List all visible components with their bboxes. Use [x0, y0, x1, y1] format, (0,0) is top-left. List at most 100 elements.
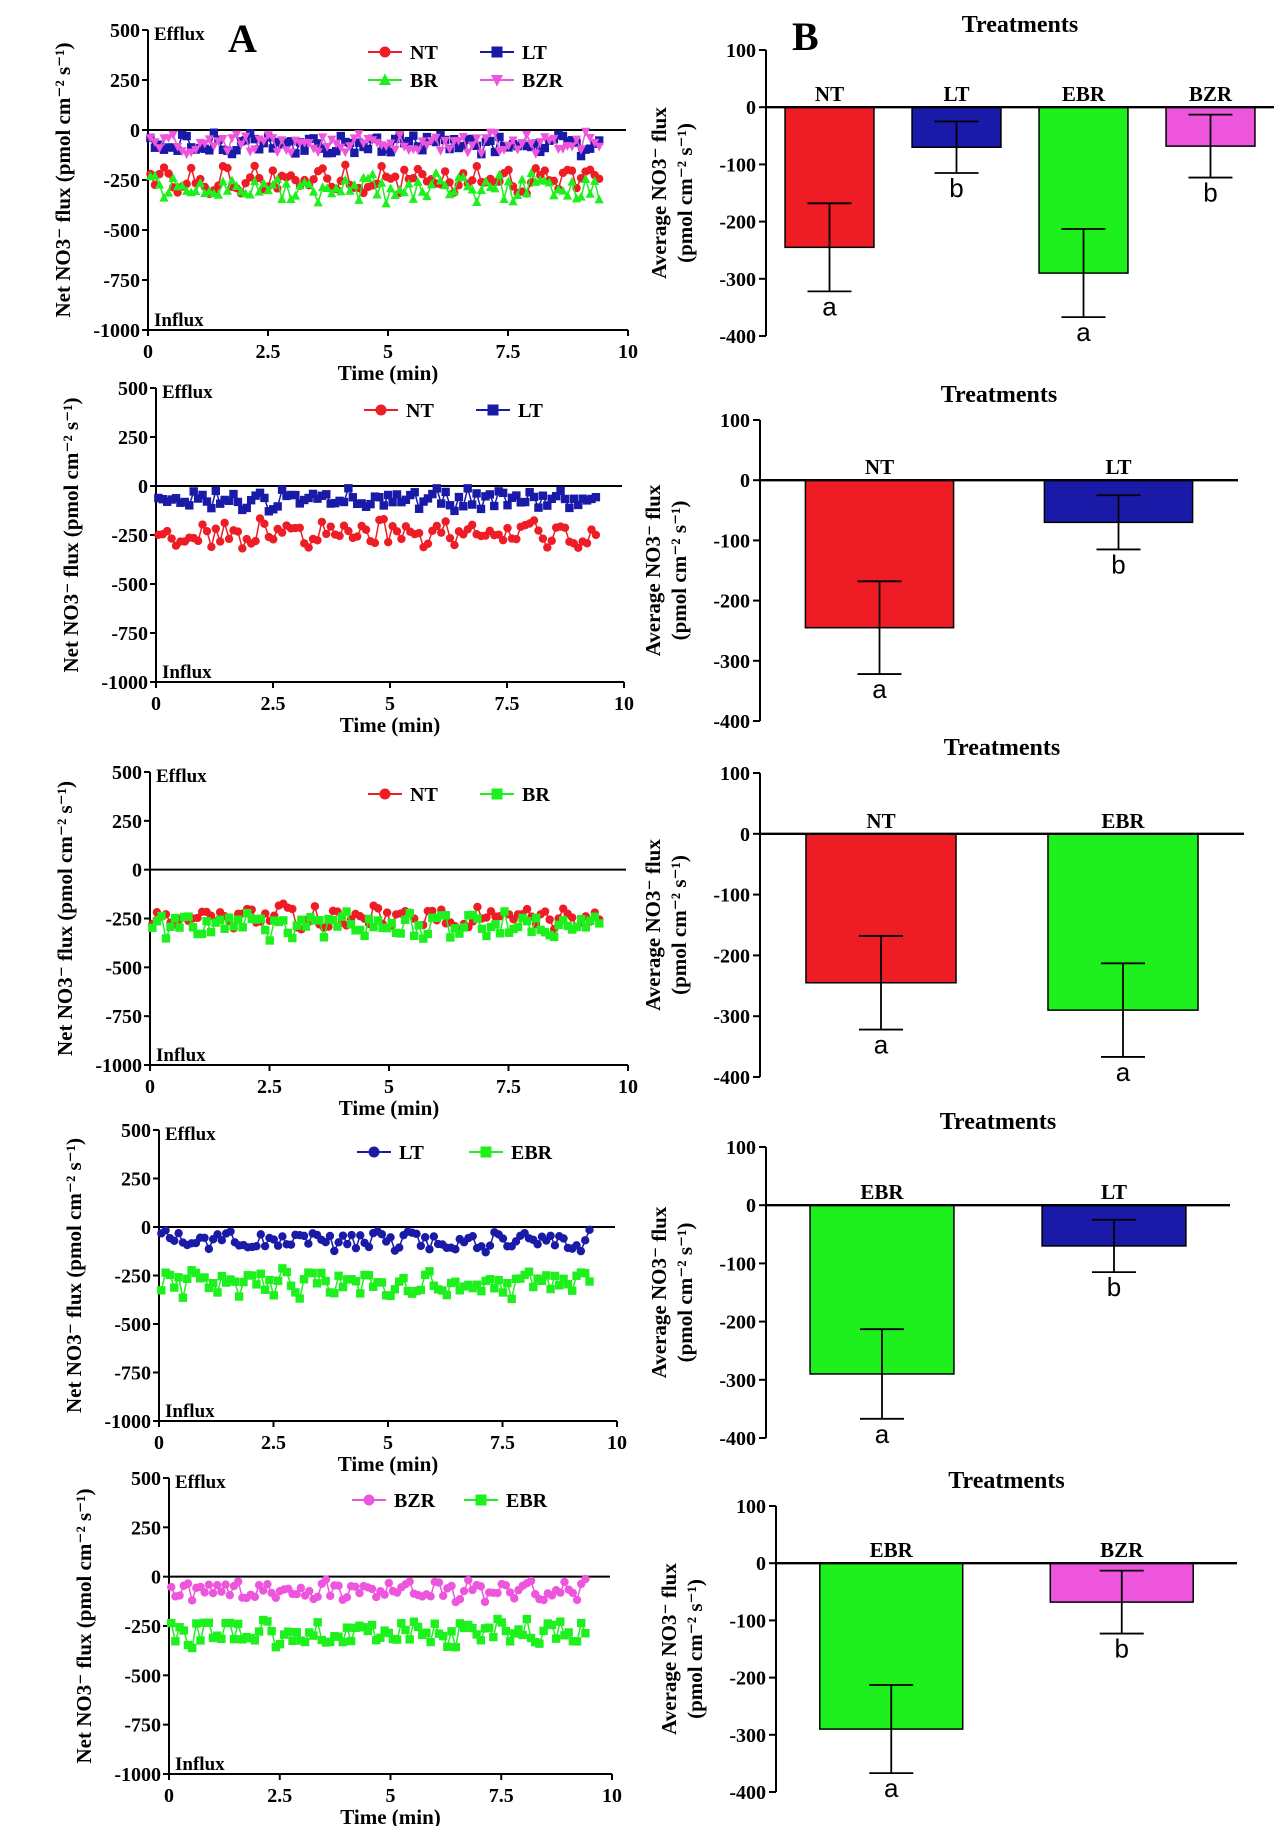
data-point	[346, 1636, 356, 1646]
data-point	[292, 1590, 301, 1599]
data-point	[295, 1294, 304, 1303]
data-point	[547, 536, 556, 545]
y-tick-label: -1000	[93, 320, 140, 342]
data-point	[282, 1267, 291, 1277]
data-point	[313, 494, 322, 503]
error-bar-nt	[859, 935, 903, 1031]
legend-label: BZR	[522, 70, 564, 92]
y-axis-label: Average NO3⁻ flux (pmol cm⁻² s⁻¹)	[641, 484, 691, 656]
data-point	[215, 915, 225, 924]
data-point	[189, 487, 198, 496]
data-point	[331, 183, 341, 193]
data-point	[537, 1276, 547, 1286]
data-point	[217, 1587, 226, 1596]
data-point	[472, 197, 482, 206]
data-point	[269, 1291, 278, 1300]
data-point	[191, 186, 201, 195]
data-point	[291, 175, 300, 185]
data-point	[376, 177, 387, 187]
y-tick-label: 0	[141, 1217, 151, 1239]
data-point	[343, 1275, 352, 1284]
error-bar-lt	[1096, 494, 1141, 551]
data-point	[425, 1245, 434, 1254]
data-point	[419, 934, 428, 943]
data-point	[576, 145, 586, 155]
data-point	[382, 908, 392, 917]
data-point	[150, 143, 160, 152]
bar-chart-b3: 100 0 -100 -200 -300 -400 Treatments Average NO…	[641, 735, 1244, 1089]
data-point	[554, 130, 563, 139]
data-point	[404, 178, 414, 188]
significance-letter: a	[874, 1030, 889, 1060]
data-point	[395, 184, 405, 194]
data-point	[229, 489, 238, 499]
data-point	[414, 921, 423, 930]
data-point	[269, 1235, 278, 1244]
legend-entry-ebr: EBR	[469, 1142, 553, 1164]
data-point	[304, 543, 313, 552]
svg-text:Average NO3⁻ flux: Average NO3⁻ flux	[641, 839, 665, 1011]
data-point	[431, 168, 441, 177]
data-point	[373, 904, 383, 913]
data-point	[591, 530, 601, 540]
data-point	[539, 1595, 548, 1605]
data-point	[370, 538, 380, 548]
y-tick-label: 0	[746, 1195, 756, 1217]
data-point	[409, 174, 418, 183]
data-point	[401, 495, 411, 505]
data-point	[463, 181, 473, 191]
data-point	[243, 1271, 253, 1280]
y-tick-label: 500	[118, 378, 148, 400]
data-point	[300, 495, 309, 505]
data-point	[250, 1592, 260, 1602]
y-tick-label: 0	[130, 120, 140, 142]
data-point	[505, 1637, 515, 1646]
data-point	[429, 1232, 438, 1241]
data-point	[273, 1276, 283, 1285]
data-point	[594, 194, 604, 204]
data-point	[310, 902, 320, 911]
data-point	[202, 526, 212, 536]
data-point	[229, 1634, 239, 1644]
data-point	[347, 1230, 356, 1240]
data-point	[233, 497, 243, 507]
y-tick-label: -1000	[95, 1055, 142, 1077]
data-point	[581, 1629, 590, 1638]
data-point	[546, 1231, 555, 1240]
data-point	[480, 1597, 490, 1607]
data-point	[491, 46, 503, 58]
data-point	[323, 174, 332, 183]
data-point	[559, 1274, 568, 1284]
data-point	[360, 1270, 369, 1280]
data-point	[487, 404, 499, 416]
data-point	[373, 916, 383, 925]
svg-text:Average NO3⁻ flux: Average NO3⁻ flux	[657, 1563, 681, 1735]
data-point	[341, 137, 350, 147]
bar-chart-b4: 100 0 -100 -200 -300 -400 Treatments Average NO…	[647, 1109, 1230, 1450]
data-point	[543, 543, 552, 552]
data-point	[312, 1279, 322, 1288]
data-point	[493, 1588, 502, 1598]
legend-label: NT	[406, 400, 434, 422]
y-tick-label: -300	[729, 1725, 766, 1747]
data-point	[304, 1239, 313, 1248]
data-point	[568, 1588, 578, 1598]
data-point	[356, 1231, 365, 1240]
data-point	[260, 1241, 270, 1251]
influx-label: Influx	[165, 1401, 215, 1422]
x-axis-label: Time (min)	[340, 1805, 441, 1826]
data-point	[581, 145, 590, 154]
data-point	[416, 1241, 426, 1251]
data-point	[580, 174, 591, 183]
data-point	[495, 929, 505, 938]
y-tick-label: 100	[726, 1137, 756, 1159]
data-point	[241, 178, 250, 188]
data-point	[295, 499, 304, 508]
data-point	[476, 1582, 486, 1591]
data-point	[239, 1277, 248, 1287]
legend-entry-bzr: BZR	[352, 1490, 436, 1512]
data-point	[414, 528, 424, 538]
data-point	[379, 501, 388, 510]
data-point	[268, 179, 278, 189]
